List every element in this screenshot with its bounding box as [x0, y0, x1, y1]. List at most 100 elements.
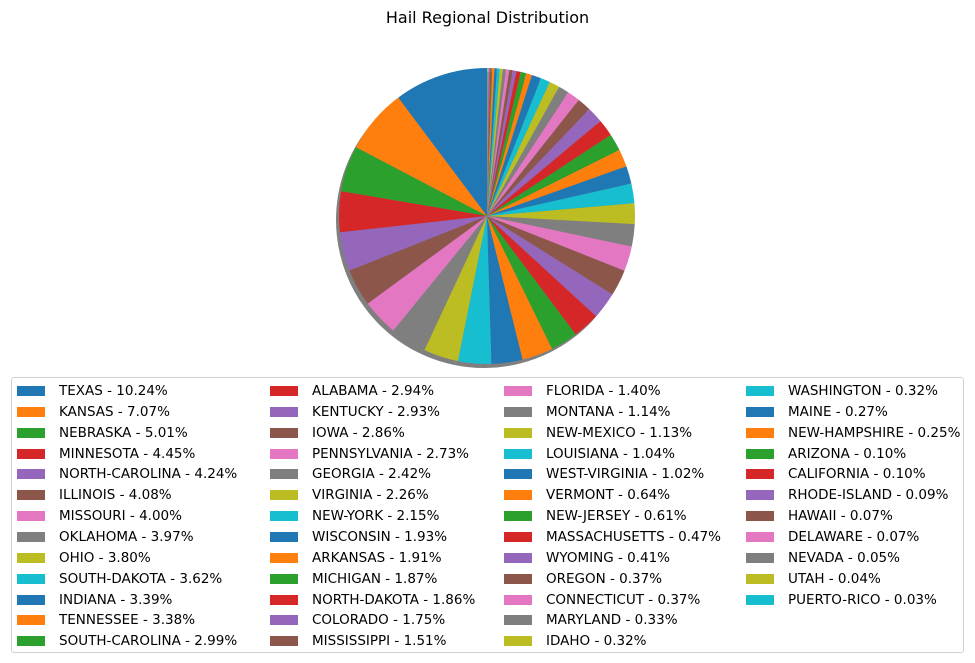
pie-slice — [487, 134, 620, 216]
pie-slice — [487, 70, 517, 216]
legend-label: ARIZONA - 0.10% — [788, 445, 907, 462]
legend-label: OHIO - 3.80% — [59, 549, 151, 566]
legend-swatch — [746, 469, 774, 480]
legend-label: WYOMING - 0.41% — [546, 549, 671, 566]
legend-swatch — [270, 386, 298, 396]
legend-swatch — [17, 427, 45, 438]
legend-swatch — [746, 406, 774, 417]
pie-slice — [487, 73, 532, 216]
pie-slice — [487, 216, 553, 360]
legend-item: NEW-JERSEY - 0.61% — [504, 506, 687, 526]
legend-label: MINNESOTA - 4.45% — [59, 445, 196, 462]
legend-label: FLORIDA - 1.40% — [546, 383, 661, 399]
legend-label: WASHINGTON - 0.32% — [788, 383, 938, 399]
legend-swatch — [504, 552, 532, 563]
legend-swatch — [17, 615, 45, 626]
legend-label: NEBRASKA - 5.01% — [59, 424, 188, 441]
legend-swatch — [17, 636, 45, 647]
legend-label: COLORADO - 1.75% — [312, 612, 446, 629]
pie-slice — [487, 216, 523, 364]
legend-swatch — [504, 490, 532, 501]
legend-item: ARIZONA - 0.10% — [746, 444, 906, 464]
pie-slice — [355, 97, 487, 216]
legend-label: MISSOURI - 4.00% — [59, 508, 182, 525]
legend-swatch — [17, 532, 45, 542]
legend-item: NEBRASKA - 5.01% — [17, 423, 188, 443]
pie-slice — [487, 68, 491, 217]
legend-label: NORTH-DAKOTA - 1.86% — [312, 591, 476, 608]
legend-swatch — [504, 448, 532, 459]
legend-label: UTAH - 0.04% — [788, 570, 881, 587]
legend-label: SOUTH-CAROLINA - 2.99% — [59, 633, 238, 650]
legend-label: MASSACHUSETTS - 0.47% — [546, 529, 721, 545]
legend-item: LOUISIANA - 1.04% — [504, 444, 675, 464]
legend-item: MAINE - 0.27% — [746, 402, 888, 422]
pie-slice — [487, 149, 627, 216]
legend-item: WYOMING - 0.41% — [504, 548, 670, 568]
legend-swatch — [270, 552, 298, 563]
legend-swatch — [746, 511, 774, 522]
pie-slice — [349, 216, 487, 304]
pie-slice — [341, 147, 487, 216]
pie-slice — [487, 216, 635, 247]
pie-slice — [398, 68, 487, 216]
legend-label: KENTUCKY - 2.93% — [312, 403, 440, 420]
legend-swatch — [746, 594, 774, 605]
pie-slice — [487, 69, 510, 217]
pie-slice — [487, 68, 503, 217]
legend-item: VERMONT - 0.64% — [504, 485, 670, 505]
legend-swatch — [17, 406, 45, 417]
legend-item: MONTANA - 1.14% — [504, 402, 670, 422]
pie-slice — [457, 216, 492, 365]
legend-label: ILLINOIS - 4.08% — [59, 487, 172, 504]
legend-swatch — [504, 406, 532, 417]
legend-item: OKLAHOMA - 3.97% — [17, 527, 194, 547]
legend-label: IDAHO - 0.32% — [546, 633, 647, 650]
legend-swatch — [504, 469, 532, 480]
pie-slice — [487, 68, 492, 216]
legend-swatch — [504, 573, 532, 584]
pie-slice — [487, 68, 490, 216]
legend-swatch — [270, 594, 298, 605]
legend-item: COLORADO - 1.75% — [270, 610, 445, 630]
legend-label: PENNSYLVANIA - 2.73% — [312, 445, 469, 462]
pie-slice — [487, 69, 513, 216]
legend-swatch — [270, 469, 298, 480]
legend-item: GEORGIA - 2.42% — [270, 464, 431, 484]
pie-slice — [487, 216, 632, 271]
pie-slice — [487, 81, 560, 216]
legend-item: MICHIGAN - 1.87% — [270, 569, 437, 589]
legend-swatch — [504, 532, 532, 542]
legend-swatch — [17, 573, 45, 584]
legend-swatch — [17, 469, 45, 480]
legend-label: NEW-YORK - 2.15% — [312, 508, 440, 525]
legend-item: MINNESOTA - 4.45% — [17, 444, 195, 464]
legend-label: HAWAII - 0.07% — [788, 508, 893, 525]
legend-label: NEW-HAMPSHIRE - 0.25% — [788, 424, 961, 441]
pie-slice — [487, 68, 493, 217]
legend-item: TEXAS - 10.24% — [17, 381, 168, 401]
pie-slice — [487, 216, 576, 349]
legend-swatch — [746, 386, 774, 396]
pie-slice — [487, 71, 527, 217]
pie-slice — [339, 216, 487, 271]
legend-label: CONNECTICUT - 0.37% — [546, 591, 701, 608]
legend-item: IOWA - 2.86% — [270, 423, 405, 443]
legend-swatch — [746, 448, 774, 459]
legend-label: RHODE-ISLAND - 0.09% — [788, 487, 949, 504]
legend-item: IDAHO - 0.32% — [504, 631, 647, 651]
legend-item: DELAWARE - 0.07% — [746, 527, 919, 547]
pie-slice — [393, 216, 487, 351]
legend-swatch — [17, 386, 45, 396]
legend-swatch — [270, 532, 298, 542]
legend-label: NEVADA - 0.05% — [788, 549, 900, 566]
legend-label: MAINE - 0.27% — [788, 403, 888, 420]
legend-label: LOUISIANA - 1.04% — [546, 445, 675, 462]
legend-swatch — [17, 511, 45, 522]
pie-slice — [487, 70, 521, 216]
pie-slice — [367, 216, 487, 331]
legend-label: IOWA - 2.86% — [312, 424, 405, 441]
legend-item: FLORIDA - 1.40% — [504, 381, 661, 401]
pie-slice — [487, 99, 590, 216]
legend-item: MASSACHUSETTS - 0.47% — [504, 527, 721, 547]
